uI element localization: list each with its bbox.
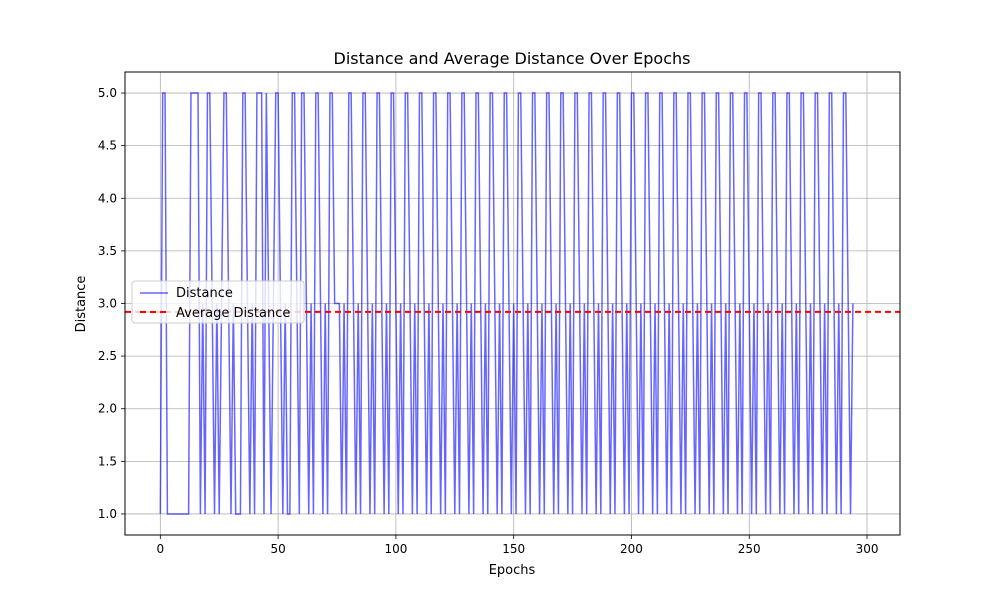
x-tick-label: 200 [620, 542, 643, 556]
x-tick-label: 300 [856, 542, 879, 556]
y-tick-label: 2.0 [98, 402, 117, 416]
y-tick-label: 4.5 [98, 139, 117, 153]
y-tick-label: 2.5 [98, 349, 117, 363]
y-tick-label: 3.0 [98, 297, 117, 311]
chart-title: Distance and Average Distance Over Epoch… [334, 49, 691, 68]
x-axis-label: Epochs [489, 563, 536, 578]
x-tick-label: 0 [157, 542, 165, 556]
x-tick-label: 150 [502, 542, 525, 556]
y-tick-label: 5.0 [98, 86, 117, 100]
y-tick-label: 3.5 [98, 244, 117, 258]
series-layer [125, 92, 900, 515]
ticks: 0 50 100 150 200 250 300 1.0 1.5 2.0 2.5 3.0 3.5 4.0 4… [98, 86, 879, 556]
y-tick-label: 1.5 [98, 454, 117, 468]
legend-average-label: Average Distance [176, 306, 290, 321]
y-tick-label: 4.0 [98, 191, 117, 205]
x-tick-label: 250 [738, 542, 761, 556]
legend-distance-label: Distance [176, 286, 233, 301]
series-distance-line [159, 92, 854, 515]
legend-box [131, 280, 305, 324]
x-tick-label: 100 [384, 542, 407, 556]
y-tick-label: 1.0 [98, 507, 117, 521]
x-tick-label: 50 [270, 542, 285, 556]
y-axis-label: Distance [74, 276, 89, 333]
legend: Distance Average Distance [131, 280, 305, 324]
